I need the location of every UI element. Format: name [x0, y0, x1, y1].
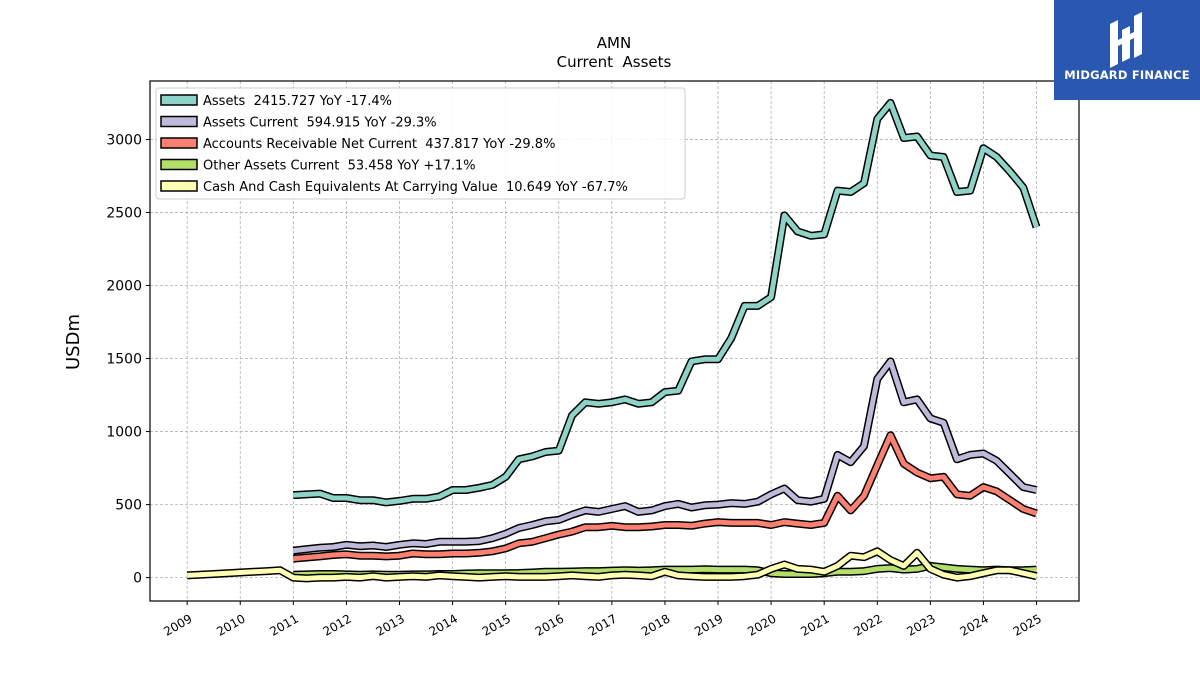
x-tick-label: 2019: [692, 611, 725, 638]
x-tick-label: 2023: [904, 611, 937, 638]
legend-box: [155, 87, 686, 200]
chart-title: AMN: [597, 34, 631, 52]
logo-text: MIDGARD FINANCE: [1064, 68, 1190, 82]
x-tick-label: 2012: [320, 611, 353, 638]
y-tick-label: 3000: [106, 132, 142, 148]
legend-label: Assets Current 594.915 YoY -29.3%: [203, 116, 437, 131]
chart-subtitle: Current Assets: [557, 53, 672, 71]
x-tick-label: 2014: [427, 611, 460, 638]
x-tick-label: 2011: [267, 611, 300, 638]
legend-label: Assets 2415.727 YoY -17.4%: [203, 94, 392, 109]
x-tick-label: 2020: [745, 611, 778, 638]
series-line: [293, 100, 1039, 505]
y-tick-label: 1500: [106, 352, 142, 368]
legend-swatch: [160, 158, 198, 171]
legend: Assets 2415.727 YoY -17.4% Assets Current…: [155, 87, 686, 200]
legend-label: Accounts Receivable Net Current 437.817 …: [203, 137, 555, 152]
series-2: [292, 357, 1038, 555]
y-tick-label: 2000: [106, 278, 142, 294]
x-tick-label: 2009: [161, 611, 194, 638]
y-tick-label: 500: [115, 498, 142, 514]
legend-swatch: [160, 94, 198, 106]
legend-swatch: [160, 115, 198, 128]
x-tick-label: 2021: [798, 611, 831, 638]
series-line: [293, 432, 1038, 562]
x-tick-label: 2022: [851, 611, 884, 638]
y-tick-label: 1000: [106, 425, 142, 441]
series-3: [292, 431, 1038, 563]
y-tick-label: 2500: [106, 205, 142, 221]
x-tick-label: 2018: [639, 611, 672, 638]
series-layer: [186, 98, 1041, 583]
x-tick-label: 2025: [1011, 611, 1044, 638]
legend-swatch: [160, 137, 198, 149]
x-tick-label: 2016: [533, 611, 566, 638]
legend-swatch: [160, 180, 198, 192]
logo-mark-icon: [1110, 12, 1142, 68]
plot-frame: [149, 80, 1080, 602]
series-line: [187, 548, 1038, 581]
legend-label: Other Assets Current 53.458 YoY +17.1%: [203, 159, 476, 174]
x-tick-label: 2015: [480, 611, 513, 638]
y-axis: 0 500 1000 1500 2000 2500 3000: [106, 132, 150, 587]
x-tick-label: 2010: [214, 611, 247, 638]
y-axis-label: USDm: [63, 314, 84, 370]
midgard-finance-logo: MIDGARD FINANCE: [1054, 0, 1200, 100]
y-tick-label: 0: [133, 571, 142, 587]
series-5: [186, 547, 1038, 583]
series-1: [293, 98, 1041, 507]
series-line: [293, 358, 1038, 554]
x-tick-label: 2024: [957, 611, 990, 638]
legend-label: Cash And Cash Equivalents At Carrying Va…: [203, 180, 628, 195]
x-tick-label: 2013: [374, 611, 407, 638]
x-tick-label: 2017: [586, 611, 619, 638]
x-axis: 2009 2010 2011 2012 2013 2014 2015 2016 2017 2018…: [161, 601, 1044, 639]
